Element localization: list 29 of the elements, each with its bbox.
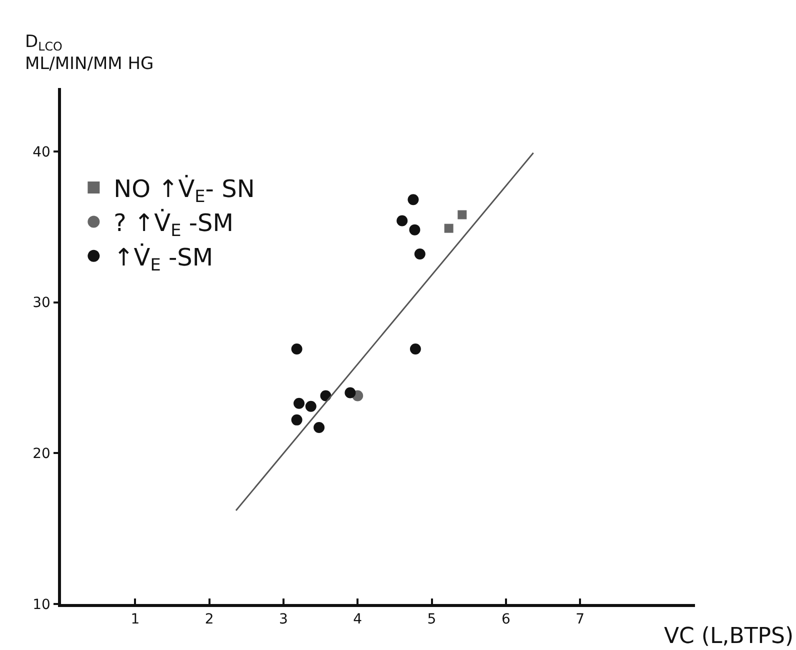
point xyxy=(291,414,302,426)
x-tick-label: 5 xyxy=(427,612,436,628)
y-tick-label: 20 xyxy=(32,446,50,462)
point xyxy=(410,344,421,355)
point xyxy=(396,215,408,226)
point xyxy=(305,400,316,412)
point xyxy=(344,387,356,398)
legend-label: ? ↑V̇$_{E}$ -SM xyxy=(114,208,234,240)
point xyxy=(294,398,305,409)
point xyxy=(409,224,420,236)
legend-label: NO ↑V̇$_{E}$- SN xyxy=(114,174,255,206)
x-axis-title: VC (L,BTPS) xyxy=(664,624,794,649)
legend-label: ↑V̇$_{E}$ -SM xyxy=(114,242,214,274)
y-axis-title: D$_{LCO}$ ML/MIN/MM HG xyxy=(25,32,154,74)
point xyxy=(444,224,454,233)
x-tick-label: 1 xyxy=(130,612,140,628)
y-tick-label: 10 xyxy=(32,596,50,613)
point xyxy=(414,248,426,260)
x-tick-label: 3 xyxy=(279,612,288,628)
y-tick-label: 30 xyxy=(32,295,50,312)
x-tick-label: 2 xyxy=(204,612,214,628)
point xyxy=(291,344,302,355)
point xyxy=(314,422,325,433)
y-tick-label: 40 xyxy=(32,144,50,160)
x-tick-label: 7 xyxy=(576,612,585,628)
x-tick-label: 4 xyxy=(353,612,362,628)
x-tick-label: 6 xyxy=(501,612,510,628)
point xyxy=(408,194,419,206)
point xyxy=(458,210,467,220)
